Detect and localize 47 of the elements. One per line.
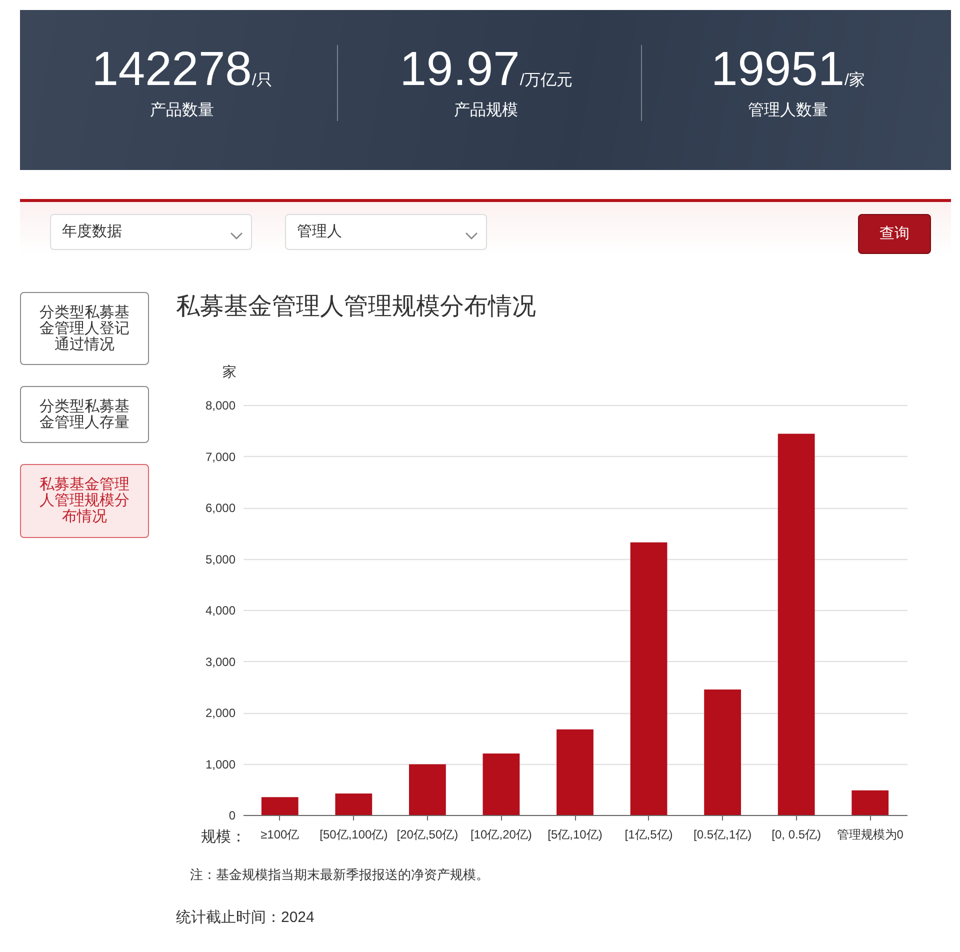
text: /家: [844, 72, 865, 89]
text: 产品数量: [150, 102, 214, 119]
button: 查询: [858, 214, 931, 254]
y-tick-label: 0: [228, 808, 236, 822]
text: 142278: [92, 43, 252, 96]
text: 管理人数量: [748, 102, 828, 119]
x-tick-label: [1亿,5亿): [624, 828, 673, 842]
x-tick-label: [0, 0.5亿): [772, 828, 822, 842]
bar: [630, 542, 668, 815]
x-tick-label: [20亿,50亿): [396, 828, 458, 842]
x-tick-label: 管理规模为0: [836, 828, 904, 842]
text: 19.97: [400, 43, 520, 96]
y-tick-label: 7,000: [205, 450, 236, 464]
x-axis-title: 规模：: [201, 828, 246, 846]
text: 19951: [711, 43, 845, 96]
y-axis-title: 家: [222, 364, 236, 380]
y-tick-label: 4,000: [205, 604, 236, 618]
x-tick-label: [0.5亿,1亿): [694, 828, 752, 842]
x-tick-label: [10亿,20亿): [470, 828, 532, 842]
bar: [704, 689, 741, 815]
x-tick-label: [5亿,10亿): [548, 828, 602, 842]
dropdown-field: 年度数据: [50, 214, 252, 250]
dropdown-field: 管理人: [285, 214, 487, 250]
bar: [482, 754, 520, 815]
bar: [335, 793, 372, 815]
bar: [778, 434, 815, 815]
text: /万亿元: [520, 72, 572, 89]
x-tick-label: [50亿,100亿): [320, 828, 388, 842]
y-tick-label: 5,000: [205, 552, 236, 566]
bar: [261, 797, 298, 815]
text: 统计截止时间：2024: [176, 908, 314, 927]
bar: [852, 790, 889, 815]
x-tick-label: ≥100亿: [260, 828, 300, 842]
tab-button: 私募基金管理人管理规模分布情况: [20, 464, 149, 538]
y-tick-label: 8,000: [205, 398, 236, 412]
y-tick-label: 3,000: [205, 654, 236, 669]
tab-button: 分类型私募基金管理人登记通过情况: [20, 292, 149, 365]
tab-button: 分类型私募基金管理人存量: [20, 386, 149, 443]
text: /只: [252, 72, 272, 89]
text: 注：基金规模指当期末最新季报报送的净资产规模。: [190, 866, 489, 883]
y-tick-label: 2,000: [205, 706, 236, 720]
bar: [556, 729, 594, 815]
chart-title: 私募基金管理人管理规模分布情况: [176, 293, 536, 320]
bar: [409, 764, 446, 815]
y-tick-label: 1,000: [205, 757, 236, 772]
text: 产品规模: [454, 102, 518, 119]
y-tick-label: 6,000: [205, 501, 236, 515]
